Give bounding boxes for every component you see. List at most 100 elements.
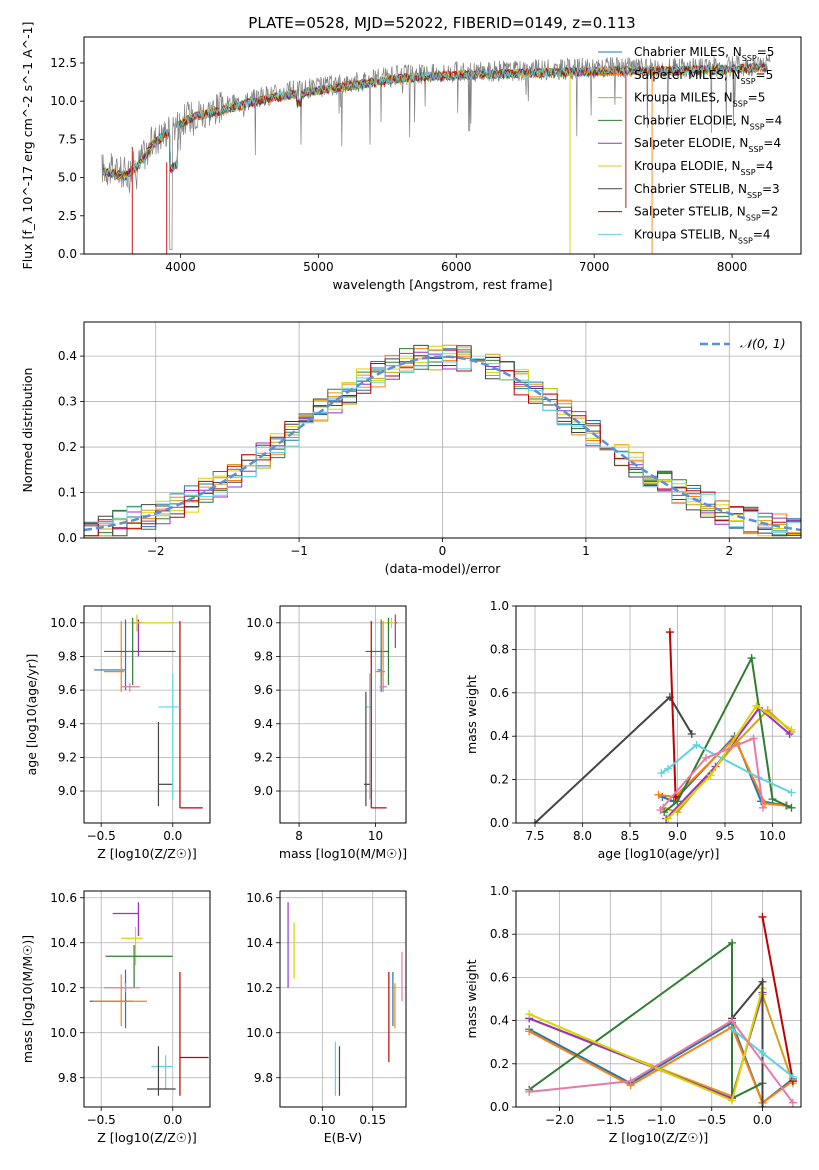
legend-label: Kroupa STELIB, NSSP=4 [634,227,771,245]
mass-weight-marker [785,730,794,739]
legend-label: Chabrier STELIB, NSSP=3 [634,182,780,200]
x-tick-label: 9.0 [668,829,687,843]
x-tick-label: 8000 [717,260,748,274]
legend-label: Salpeter STELIB, NSSP=2 [634,205,778,223]
x-tick-label: −0.5 [87,1113,116,1127]
x-tick-label: −2 [147,544,165,558]
spectrum-legend: Chabrier MILES, NSSP=5 Salpeter MILES, NS… [598,45,782,245]
mass-weight-marker [728,1025,737,1034]
plot-area [84,344,801,537]
y-tick-label: 0.2 [58,440,77,454]
y-tick-label: 0.2 [490,773,509,787]
y-tick-label: 0.1 [58,486,77,500]
x-tick-label: −1 [290,544,308,558]
mass-weight-marker [749,734,758,743]
x-axis-label: mass [log10(M/M☉)] [279,846,407,861]
x-axis-label: (data-model)/error [385,561,502,576]
x-tick-label: 0.15 [359,1113,386,1127]
mass-weight-marker [758,1049,767,1057]
y-tick-label: 10.0 [50,616,77,630]
y-tick-label: 10.4 [50,936,77,950]
x-tick-label: 0.0 [163,1113,182,1127]
observed-spectrum [101,53,771,250]
x-axis-label: wavelength [Angstrom, rest frame] [332,277,552,292]
residual-histogram-chabrier-stelib [84,344,801,537]
age-metallicity-panel: −0.5 0.0 9.0 9.2 9.4 9.6 9.8 10.0 Z [log10(Z/Z☉)… [24,605,211,861]
x-tick-label: 0.0 [753,1113,772,1127]
y-tick-label: 10.2 [50,981,77,995]
mass-weight-line-kroupa-elodie [667,704,793,820]
mass-weight-marker [728,1096,737,1105]
y-tick-label: 1.0 [490,884,509,898]
y-tick-label: 10.0 [246,616,273,630]
y-tick-label: 9.0 [58,784,77,798]
y-axis-label: mass weight [464,959,479,1038]
y-tick-label: 10.6 [246,891,273,905]
legend-label: Salpeter ELODIE, NSSP=4 [634,136,781,154]
mass-weight-marker [626,1077,635,1086]
y-tick-label: 10.6 [50,891,77,905]
y-tick-label: 0.6 [490,970,509,984]
x-tick-label: 0.10 [309,1113,336,1127]
mass-weight-line-kroupa-stelib [659,736,764,811]
panels-group: 4000 5000 6000 7000 80000.02.55.07.510.012.5… [20,22,802,1145]
mass-metallicity-panel: −0.5 0.0 9.8 10.0 10.2 10.4 10.6 Z [log10(Z/Z☉)… [20,890,211,1145]
plot-area [101,53,771,254]
x-tick-label: 4000 [165,260,196,274]
y-tick-label: 10.2 [246,981,273,995]
mass-weight-marker [759,803,767,812]
mass-weight-marker [752,701,761,710]
y-axis-label: mass weight [464,675,479,754]
mass-weight-marker [665,628,674,637]
y-axis-label: age [log10(age/yr)] [24,654,39,776]
y-tick-label: 0.8 [490,927,509,941]
x-tick-label: 8.0 [573,829,592,843]
residual-histogram-kroupa-stelib [84,349,801,534]
axes-frame [515,890,802,1108]
mass-weight-marker [525,1027,534,1036]
y-tick-label: 9.8 [254,649,273,663]
y-axis-label: mass [log10(M/M☉)] [20,935,35,1063]
x-tick-label: −0.5 [87,829,116,843]
x-tick-label: 8 [295,829,303,843]
y-tick-label: 7.5 [58,132,77,146]
mass-weight-marker [657,769,666,778]
mass-weight-marker [702,753,710,762]
mass-weight-marker [788,1072,797,1081]
residual-panel: −2 −1 0 1 2 0.0 0.1 0.2 0.3 0.4 (data-model)/error… [20,321,802,576]
x-axis-label: E(B-V) [324,1130,363,1145]
model-spectrum-kroupa-stelib [102,63,768,182]
mass-weight-marker [656,805,665,814]
mass-weight-marker [525,1087,534,1096]
mass-weight-marker [788,1098,797,1107]
mass-weight-line-salpeter-stelib [668,631,677,798]
legend-label: Kroupa MILES, NSSP=5 [634,91,765,109]
y-tick-label: 9.8 [58,649,77,663]
x-tick-label: 1 [582,544,590,558]
legend-label: 𝒩(0, 1) [740,336,786,351]
x-axis-label: Z [log10(Z/Z☉)] [97,1130,197,1145]
legend-label: Salpeter MILES, NSSP=5 [634,68,773,86]
x-tick-label: 7000 [579,260,610,274]
mass-weight-marker [525,1010,534,1019]
y-tick-label: 0.0 [490,816,509,830]
mass-weight-marker [728,1016,737,1025]
y-tick-label: 9.8 [58,1071,77,1085]
x-tick-label: 6000 [441,260,472,274]
mass-weight-line-kroupa-stelib [529,1019,794,1104]
y-tick-label: 0.0 [58,531,77,545]
legend-label: Kroupa ELODIE, NSSP=4 [634,159,773,177]
x-tick-label: 2 [725,544,733,558]
legend-label: Chabrier ELODIE, NSSP=4 [634,113,782,130]
mass-weight-marker [758,977,767,986]
model-spectrum-salpeter-stelib [103,63,768,181]
y-tick-label: 0.0 [490,1100,509,1114]
x-tick-label: 10 [368,829,383,843]
y-tick-label: 10.0 [50,94,77,108]
mass-weight-marker [787,803,796,812]
x-axis-label: Z [log10(Z/Z☉)] [97,846,197,861]
y-tick-label: 0.2 [490,1057,509,1071]
mass-weight-marker [758,912,767,921]
x-tick-label: 9.5 [715,829,734,843]
